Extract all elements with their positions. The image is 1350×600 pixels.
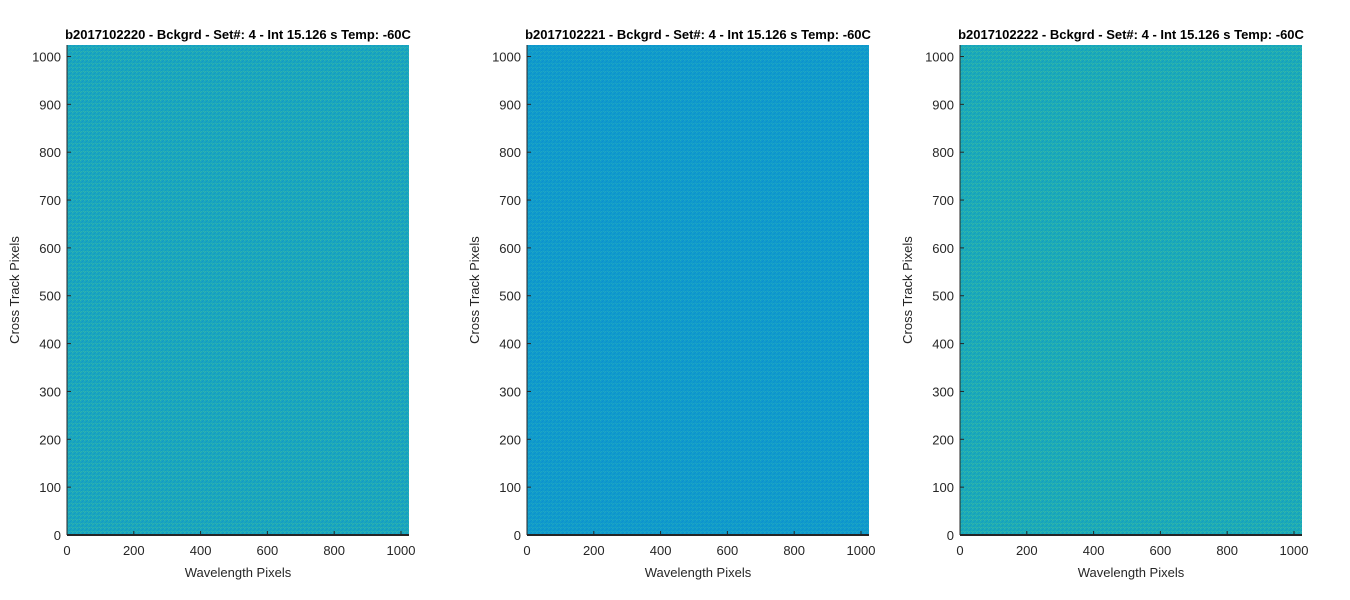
y-tick-label: 500 xyxy=(499,289,521,304)
chart-panel-1: 0 200 400 600 800 1000 0 100 200 300 400 500 600 700 8… xyxy=(7,27,415,580)
x-tick-label: 400 xyxy=(650,543,672,558)
y-tick-label: 100 xyxy=(39,480,61,495)
x-tick-label: 400 xyxy=(1083,543,1105,558)
y-tick-label: 600 xyxy=(39,241,61,256)
y-tick-label: 100 xyxy=(499,480,521,495)
heatmap-image xyxy=(960,45,1302,535)
x-tick-label: 200 xyxy=(1016,543,1038,558)
y-tick-label: 500 xyxy=(932,289,954,304)
y-tick-label: 800 xyxy=(499,145,521,160)
x-tick-label: 600 xyxy=(257,543,279,558)
y-tick-label: 300 xyxy=(499,384,521,399)
x-tick-label: 1000 xyxy=(847,543,876,558)
y-tick-label: 400 xyxy=(39,337,61,352)
y-tick-label: 100 xyxy=(932,480,954,495)
chart-panel-3: 0 200 400 600 800 1000 0 100 200 300 400 500 600 700 8… xyxy=(900,27,1308,580)
x-tick-label: 200 xyxy=(123,543,145,558)
y-tick-label: 1000 xyxy=(925,49,954,64)
x-tick-label: 1000 xyxy=(1280,543,1309,558)
panels: 0 200 400 600 800 100001002003004005006007008… xyxy=(7,27,1308,580)
y-axis-label: Cross Track Pixels xyxy=(900,236,915,344)
chart-title: b2017102221 - Bckgrd - Set#: 4 - Int 15.… xyxy=(525,27,871,42)
heatmap-image xyxy=(527,45,869,535)
y-tick-label: 900 xyxy=(499,97,521,112)
y-tick-label: 400 xyxy=(932,337,954,352)
x-tick-label: 800 xyxy=(783,543,805,558)
y-tick-label: 900 xyxy=(932,97,954,112)
chart-panel-2: 0 200 400 600 800 1000 0 100 200 300 400 500 600 700 8… xyxy=(467,27,875,580)
y-tick-label: 0 xyxy=(54,528,61,543)
x-tick-label: 0 xyxy=(523,543,530,558)
y-tick-label: 700 xyxy=(499,193,521,208)
y-tick-label: 200 xyxy=(932,432,954,447)
y-tick-label: 800 xyxy=(39,145,61,160)
x-tick-label: 800 xyxy=(323,543,345,558)
heatmap-image xyxy=(67,45,409,535)
x-tick-label: 0 xyxy=(63,543,70,558)
y-tick-label: 0 xyxy=(947,528,954,543)
x-tick-label: 1000 xyxy=(387,543,416,558)
chart-title: b2017102222 - Bckgrd - Set#: 4 - Int 15.… xyxy=(958,27,1304,42)
y-tick-label: 200 xyxy=(39,432,61,447)
x-tick-label: 600 xyxy=(1150,543,1172,558)
y-tick-label: 700 xyxy=(932,193,954,208)
y-tick-label: 400 xyxy=(499,337,521,352)
y-axis-label: Cross Track Pixels xyxy=(467,236,482,344)
y-tick-label: 900 xyxy=(39,97,61,112)
y-tick-label: 500 xyxy=(39,289,61,304)
y-tick-label: 1000 xyxy=(492,49,521,64)
x-tick-label: 600 xyxy=(717,543,739,558)
x-tick-label: 0 xyxy=(956,543,963,558)
y-axis-label: Cross Track Pixels xyxy=(7,236,22,344)
x-tick-label: 400 xyxy=(190,543,212,558)
x-tick-label: 800 xyxy=(1216,543,1238,558)
y-tick-label: 200 xyxy=(499,432,521,447)
y-tick-label: 700 xyxy=(39,193,61,208)
y-tick-label: 0 xyxy=(514,528,521,543)
x-tick-label: 200 xyxy=(583,543,605,558)
x-axis-label: Wavelength Pixels xyxy=(185,565,292,580)
x-axis-label: Wavelength Pixels xyxy=(1078,565,1185,580)
y-tick-label: 1000 xyxy=(32,49,61,64)
y-tick-label: 300 xyxy=(39,384,61,399)
y-tick-label: 600 xyxy=(499,241,521,256)
y-tick-label: 300 xyxy=(932,384,954,399)
chart-title: b2017102220 - Bckgrd - Set#: 4 - Int 15.… xyxy=(65,27,411,42)
x-axis-label: Wavelength Pixels xyxy=(645,565,752,580)
y-tick-label: 800 xyxy=(932,145,954,160)
y-tick-label: 600 xyxy=(932,241,954,256)
